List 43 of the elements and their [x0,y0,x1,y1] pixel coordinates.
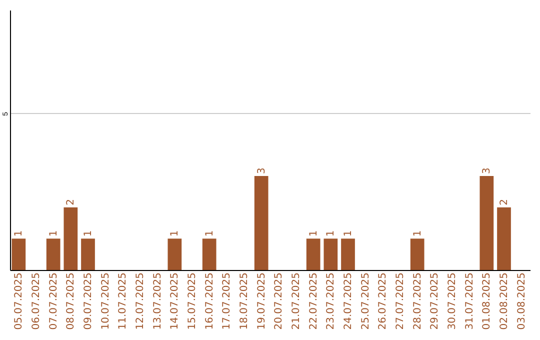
x-tick-label: 10.07.2025 [100,272,112,330]
x-tick-label: 14.07.2025 [170,272,181,330]
data-label: 1 [48,230,60,237]
x-tick-label: 03.08.2025 [516,272,528,330]
x-tick-label: 11.07.2025 [118,272,129,330]
x-tick-label: 17.07.2025 [222,272,233,330]
x-tick-label: 27.07.2025 [395,272,406,330]
x-tick-label: 31.07.2025 [464,272,476,330]
x-tick-label: 23.07.2025 [326,272,337,330]
data-label: 1 [204,230,216,237]
data-label: 1 [308,230,320,237]
data-label: 1 [343,230,354,237]
x-tick-label: 05.07.2025 [14,272,25,330]
data-label: 1 [326,230,337,237]
x-tick-label: 30.07.2025 [447,272,458,330]
x-tick-label: 18.07.2025 [239,272,250,330]
data-label: 1 [83,230,94,237]
data-label: 1 [412,230,424,237]
x-tick-label: 02.08.2025 [499,272,510,330]
x-tick-label: 13.07.2025 [152,272,164,330]
x-tick-label: 06.07.2025 [31,272,42,330]
data-label: 3 [256,168,268,174]
x-tick-label: 19.07.2025 [256,272,268,330]
x-tick-label: 22.07.2025 [308,272,320,330]
x-tick-label: 24.07.2025 [343,272,354,330]
data-label: 2 [499,198,510,206]
x-tick-label: 21.07.2025 [291,272,302,330]
data-label: 1 [14,230,25,237]
x-tick-label: 20.07.2025 [274,272,285,330]
x-tick-label: 29.07.2025 [430,272,441,330]
x-tick-label: 16.07.2025 [204,272,216,330]
data-label: 3 [482,168,493,174]
x-tick-label: 09.07.2025 [83,272,94,330]
x-tick-label: 25.07.2025 [360,272,372,330]
x-tick-label: 26.07.2025 [378,272,389,330]
x-tick-label: 15.07.2025 [187,272,198,330]
x-tick-label: 08.07.2025 [66,272,77,330]
x-tick-label: 28.07.2025 [412,272,424,330]
x-tick-label: 01.08.2025 [482,272,493,330]
x-tick-label: 07.07.2025 [48,272,60,330]
data-label: 1 [170,230,181,237]
data-label: 2 [66,198,77,206]
x-tick-label: 12.07.2025 [135,272,146,330]
